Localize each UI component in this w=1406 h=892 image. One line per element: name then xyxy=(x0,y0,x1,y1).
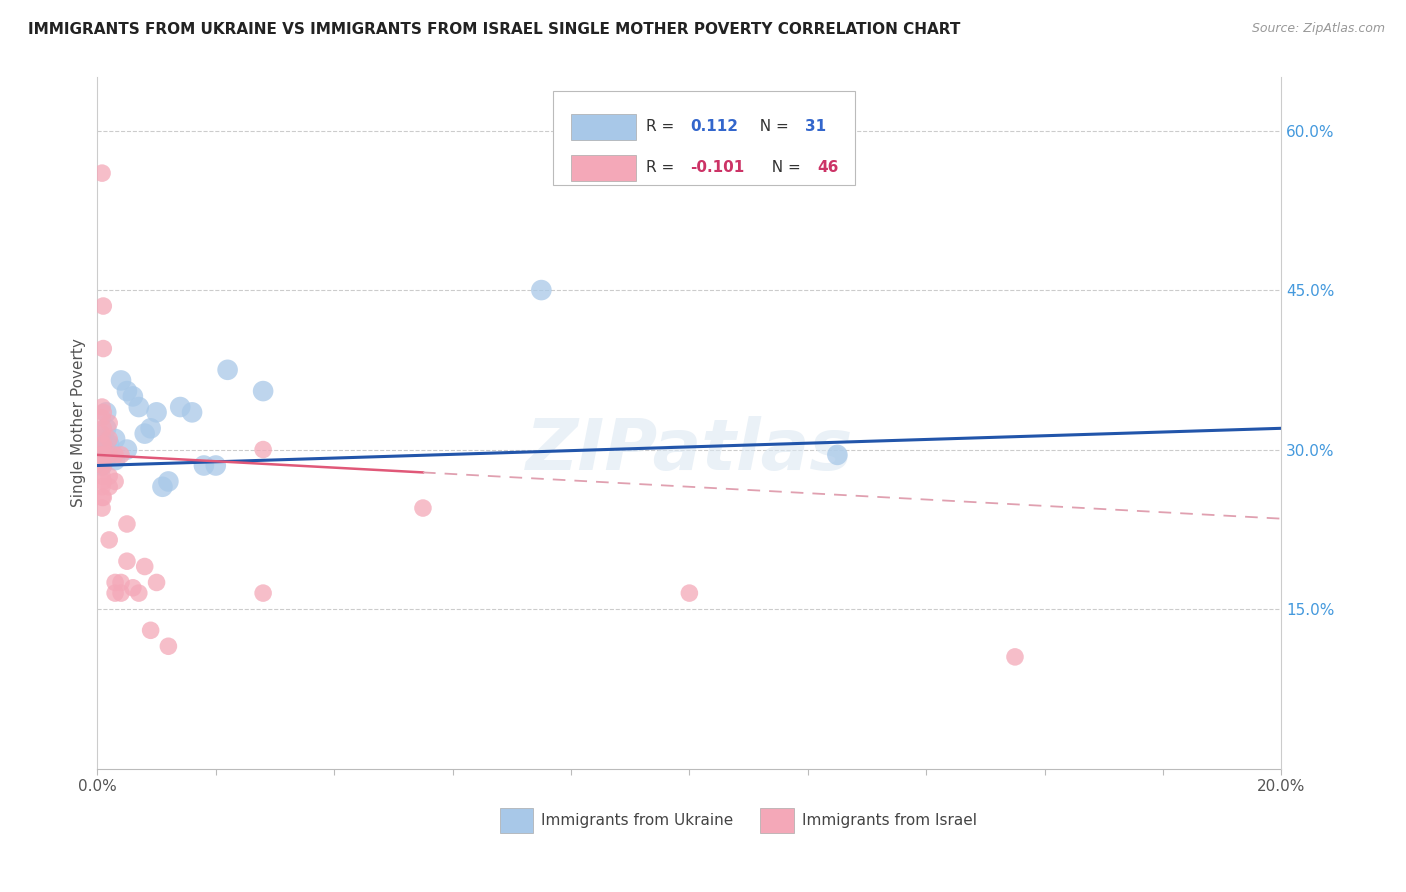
Point xyxy=(104,453,127,467)
Point xyxy=(91,421,114,435)
FancyBboxPatch shape xyxy=(501,808,533,833)
Point xyxy=(110,448,132,462)
Text: IMMIGRANTS FROM UKRAINE VS IMMIGRANTS FROM ISRAEL SINGLE MOTHER POVERTY CORRELAT: IMMIGRANTS FROM UKRAINE VS IMMIGRANTS FR… xyxy=(28,22,960,37)
Point xyxy=(204,458,226,473)
Point xyxy=(98,533,121,547)
Y-axis label: Single Mother Poverty: Single Mother Poverty xyxy=(72,339,86,508)
FancyBboxPatch shape xyxy=(571,154,636,181)
Point xyxy=(91,475,114,489)
FancyBboxPatch shape xyxy=(553,91,855,185)
Text: 0.112: 0.112 xyxy=(690,120,738,134)
Text: ZIPatlas: ZIPatlas xyxy=(526,417,853,485)
Point xyxy=(134,426,156,441)
Point xyxy=(91,410,114,425)
Point xyxy=(91,448,114,462)
Point xyxy=(96,405,118,419)
Point xyxy=(115,442,138,457)
Point xyxy=(145,405,167,419)
Point xyxy=(91,442,114,457)
Text: 46: 46 xyxy=(817,161,838,175)
Point xyxy=(152,480,174,494)
Point xyxy=(145,575,167,590)
Text: -0.101: -0.101 xyxy=(690,161,745,175)
Point xyxy=(157,640,180,654)
Point xyxy=(169,400,191,414)
Point xyxy=(217,363,239,377)
Point xyxy=(96,421,118,435)
Point xyxy=(91,432,114,446)
Point xyxy=(91,166,114,180)
FancyBboxPatch shape xyxy=(571,113,636,140)
Text: Immigrants from Ukraine: Immigrants from Ukraine xyxy=(541,813,734,828)
Point xyxy=(91,400,114,414)
Text: Immigrants from Israel: Immigrants from Israel xyxy=(801,813,977,828)
Point xyxy=(252,586,274,600)
Point xyxy=(96,444,118,458)
Point xyxy=(98,416,121,430)
Point xyxy=(1004,649,1026,664)
Point xyxy=(104,575,127,590)
Point xyxy=(104,432,127,446)
Point xyxy=(91,469,114,483)
Point xyxy=(128,400,150,414)
Point xyxy=(110,575,132,590)
Point xyxy=(96,451,118,466)
Point xyxy=(98,480,121,494)
Text: N =: N = xyxy=(749,120,793,134)
Point xyxy=(252,384,274,398)
Point xyxy=(98,437,121,451)
Point xyxy=(91,437,114,451)
Point xyxy=(91,426,114,441)
Point xyxy=(91,458,114,473)
Point xyxy=(98,432,121,446)
Point xyxy=(122,581,145,595)
Text: N =: N = xyxy=(762,161,806,175)
Point xyxy=(110,586,132,600)
Point xyxy=(139,421,162,435)
Text: R =: R = xyxy=(645,120,679,134)
Text: 31: 31 xyxy=(806,120,827,134)
Point xyxy=(91,491,114,505)
Point xyxy=(91,448,114,462)
Point xyxy=(139,624,162,638)
Point xyxy=(412,501,434,516)
Point xyxy=(91,458,114,473)
Point xyxy=(91,480,114,494)
Point xyxy=(91,491,114,505)
Point xyxy=(91,448,114,462)
Point xyxy=(91,501,114,516)
Point xyxy=(104,475,127,489)
Point xyxy=(91,458,114,473)
Point xyxy=(98,469,121,483)
FancyBboxPatch shape xyxy=(761,808,793,833)
Point xyxy=(181,405,204,419)
Point xyxy=(827,448,849,462)
Point xyxy=(134,559,156,574)
Point xyxy=(157,475,180,489)
Point xyxy=(252,442,274,457)
Point xyxy=(91,437,114,451)
Point xyxy=(193,458,215,473)
Point xyxy=(91,342,114,356)
Point xyxy=(91,299,114,313)
Point xyxy=(115,384,138,398)
Point xyxy=(128,586,150,600)
Point xyxy=(91,405,114,419)
Point xyxy=(98,448,121,462)
Text: Source: ZipAtlas.com: Source: ZipAtlas.com xyxy=(1251,22,1385,36)
Point xyxy=(98,448,121,462)
Point xyxy=(115,516,138,531)
Point xyxy=(110,374,132,388)
Point xyxy=(115,554,138,568)
Point xyxy=(122,389,145,403)
Point xyxy=(678,586,700,600)
Text: R =: R = xyxy=(645,161,679,175)
Point xyxy=(104,586,127,600)
Point xyxy=(96,437,118,451)
Point xyxy=(530,283,553,297)
Point xyxy=(104,448,127,462)
